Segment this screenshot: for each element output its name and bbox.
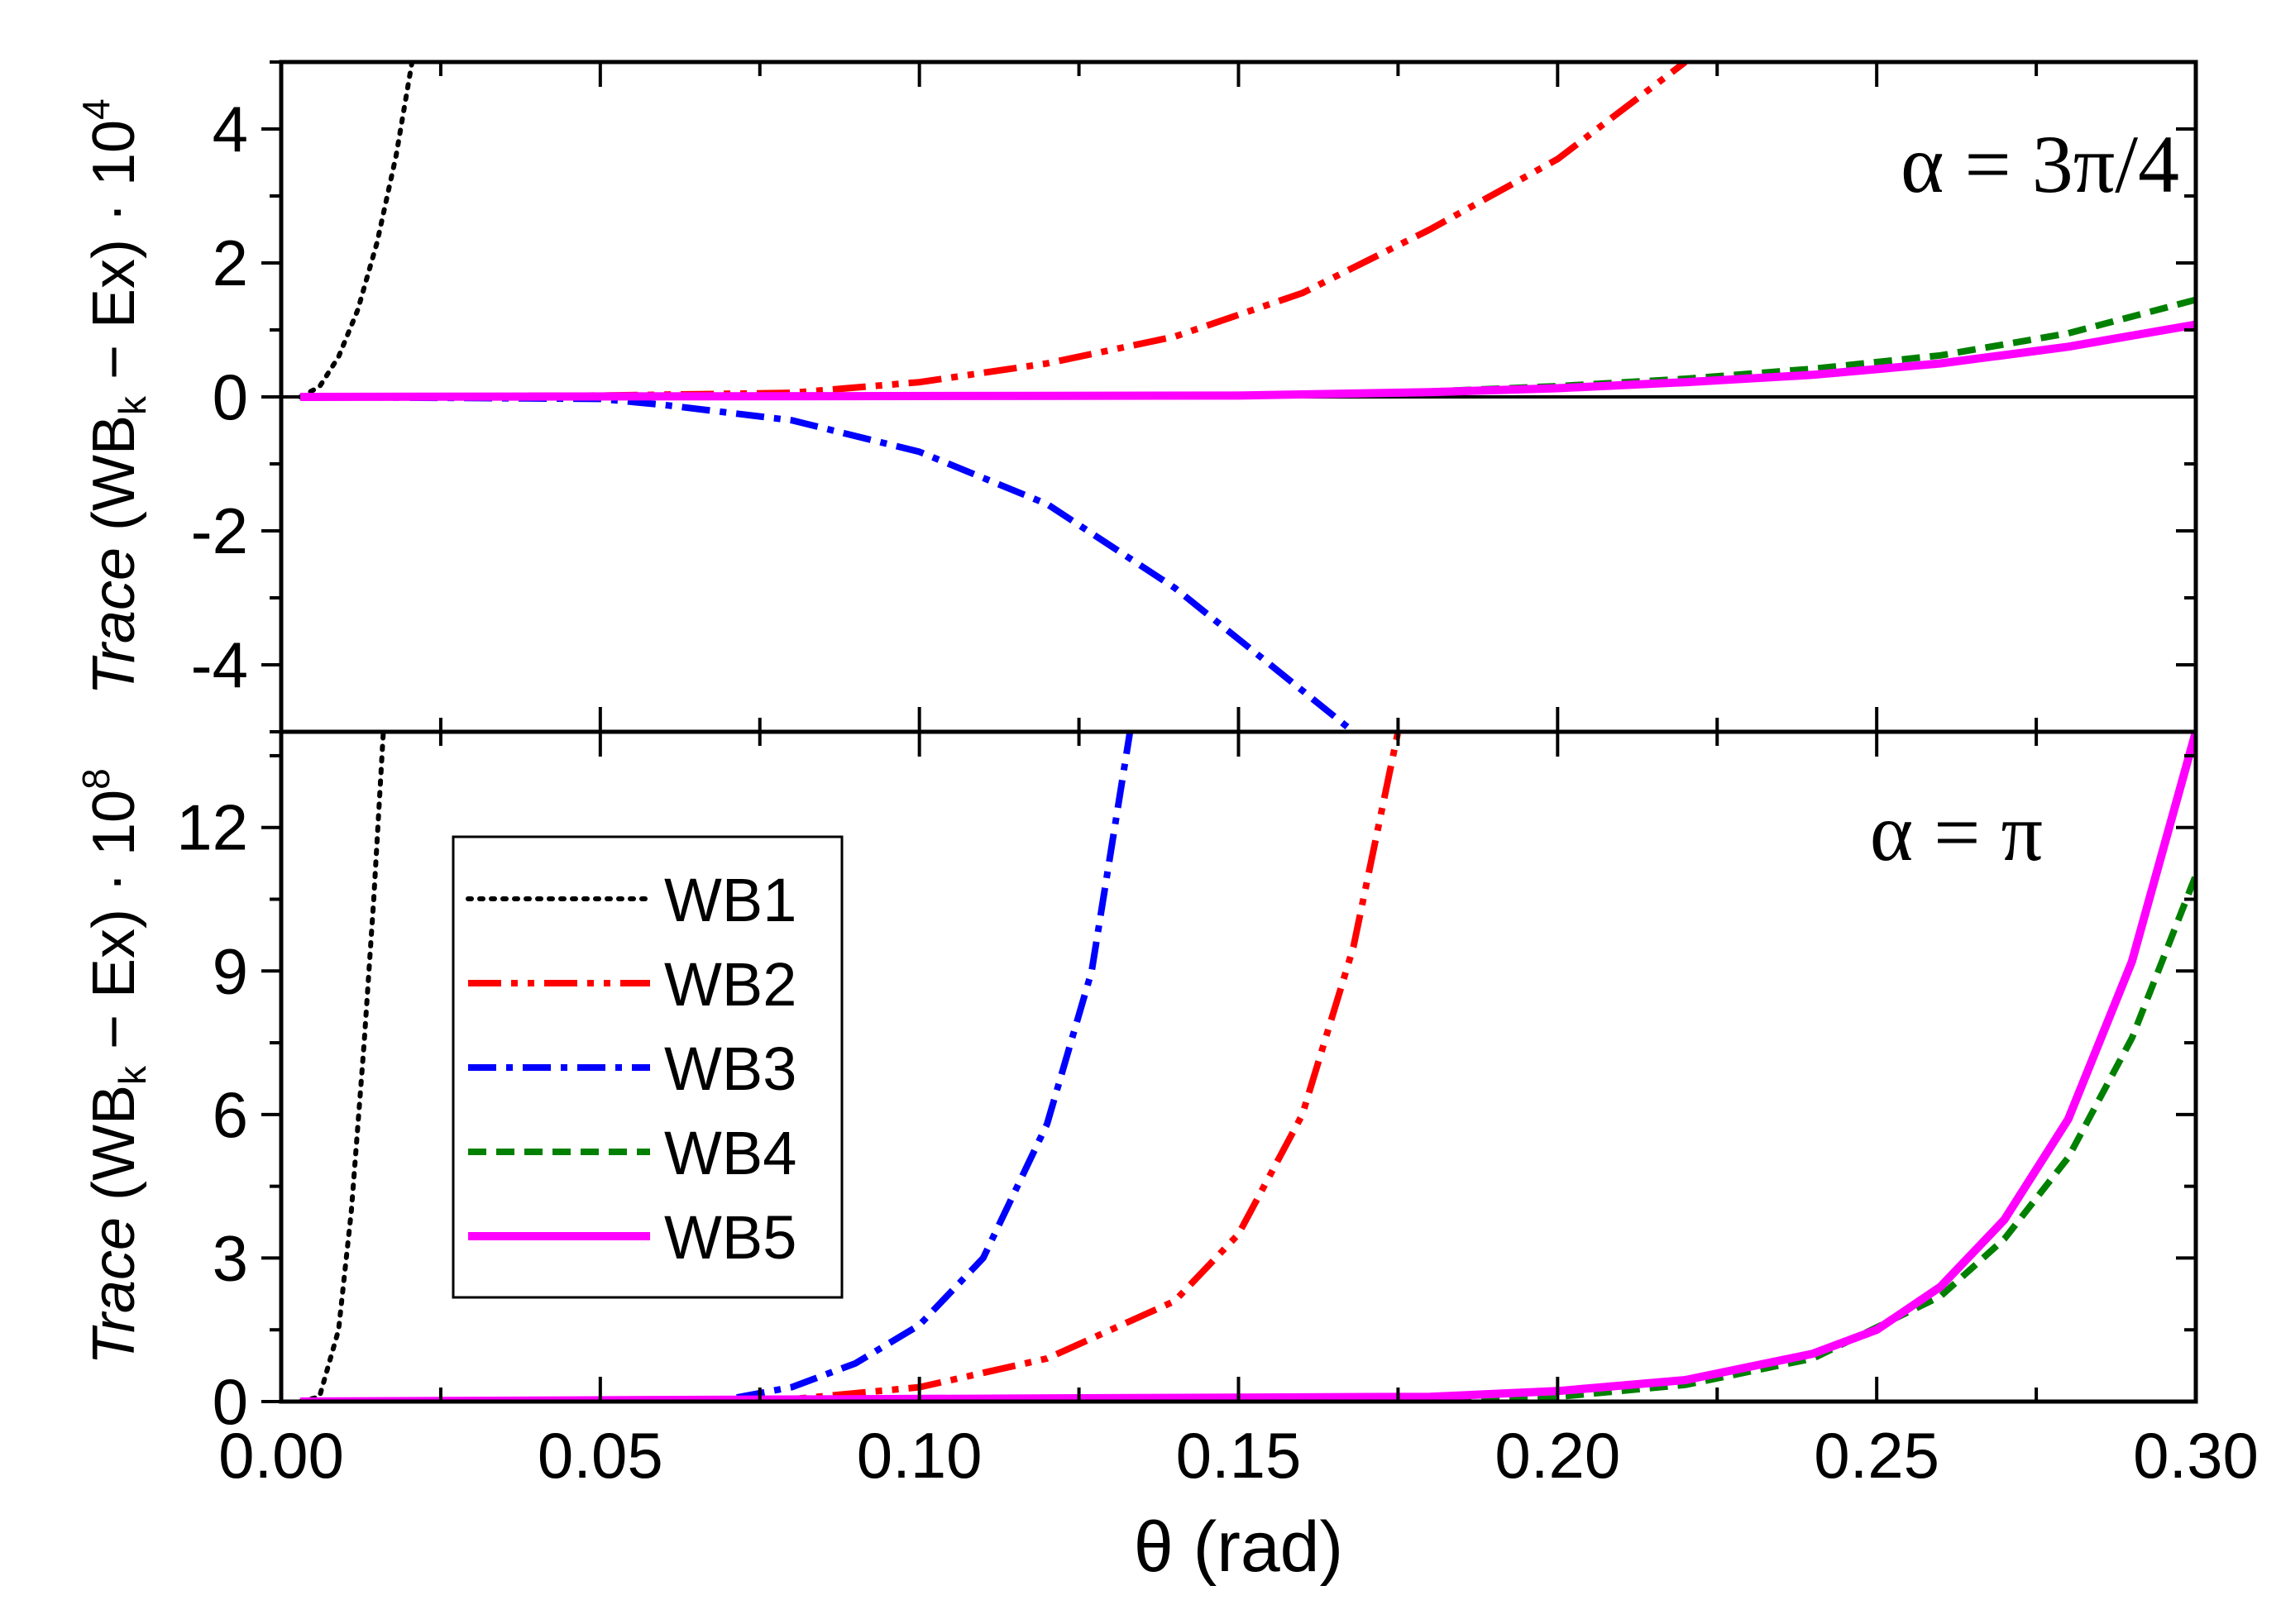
alpha-annotation-top: α = 3π/4 bbox=[1901, 118, 2179, 210]
y-tick-label: 4 bbox=[213, 93, 248, 165]
legend-label-wb4: WB4 bbox=[664, 1119, 796, 1187]
x-tick-label: 0.30 bbox=[2133, 1419, 2259, 1492]
y-tick-label: 9 bbox=[213, 934, 248, 1007]
legend-label-wb3: WB3 bbox=[664, 1034, 796, 1103]
y-tick-label: -2 bbox=[191, 494, 248, 567]
series-line-wb2-top bbox=[300, 62, 1688, 400]
series-line-wb4-top bbox=[300, 296, 2196, 400]
series-line-wb4-bottom bbox=[300, 874, 2196, 1402]
x-tick-label: 0.00 bbox=[218, 1419, 344, 1492]
x-tick-label: 0.05 bbox=[538, 1419, 663, 1492]
series-line-wb5-bottom bbox=[300, 732, 2196, 1402]
y-tick-label: 2 bbox=[213, 227, 248, 299]
legend-label-wb5: WB5 bbox=[664, 1203, 796, 1272]
series-line-wb5-top bbox=[300, 320, 2196, 401]
legend-label-wb1: WB1 bbox=[664, 866, 796, 934]
y-tick-label: 0 bbox=[213, 361, 248, 433]
y-tick-label: 12 bbox=[176, 791, 248, 864]
alpha-annotation-bottom: α = π bbox=[1870, 786, 2043, 878]
panel-top: 4 2 0 -2 -4 Trace (WBk − Ex) · 104 α = 3π/4 bbox=[74, 60, 2198, 734]
series-line-wb1-bottom bbox=[298, 732, 386, 1402]
y-axis-title-bottom: Trace (WBk − Ex) · 108 bbox=[74, 768, 154, 1364]
y-tick-label: 6 bbox=[213, 1078, 248, 1151]
legend-label-wb2: WB2 bbox=[664, 950, 796, 1019]
x-tick-label: 0.15 bbox=[1176, 1419, 1302, 1492]
series-line-wb1-top bbox=[298, 62, 415, 399]
x-tick-label: 0.25 bbox=[1814, 1419, 1939, 1492]
series-line-wb3-bottom bbox=[300, 732, 1134, 1402]
panel-bottom: 0 3 6 9 12 Trace (WBk − Ex) · 108 α = π 0.00 0.0… bbox=[74, 729, 2259, 1587]
x-tick-label: 0.10 bbox=[857, 1419, 983, 1492]
series-line-wb3-top bbox=[300, 394, 1356, 732]
y-tick-label: 0 bbox=[213, 1365, 248, 1438]
y-axis-title-top: Trace (WBk − Ex) · 104 bbox=[74, 98, 154, 695]
y-tick-label: -4 bbox=[191, 628, 248, 701]
x-axis-title: θ (rad) bbox=[1134, 1507, 1343, 1587]
legend: WB1 WB2 WB3 WB4 WB5 bbox=[452, 835, 844, 1299]
y-tick-label: 3 bbox=[213, 1221, 248, 1294]
x-tick-label: 0.20 bbox=[1494, 1419, 1620, 1492]
